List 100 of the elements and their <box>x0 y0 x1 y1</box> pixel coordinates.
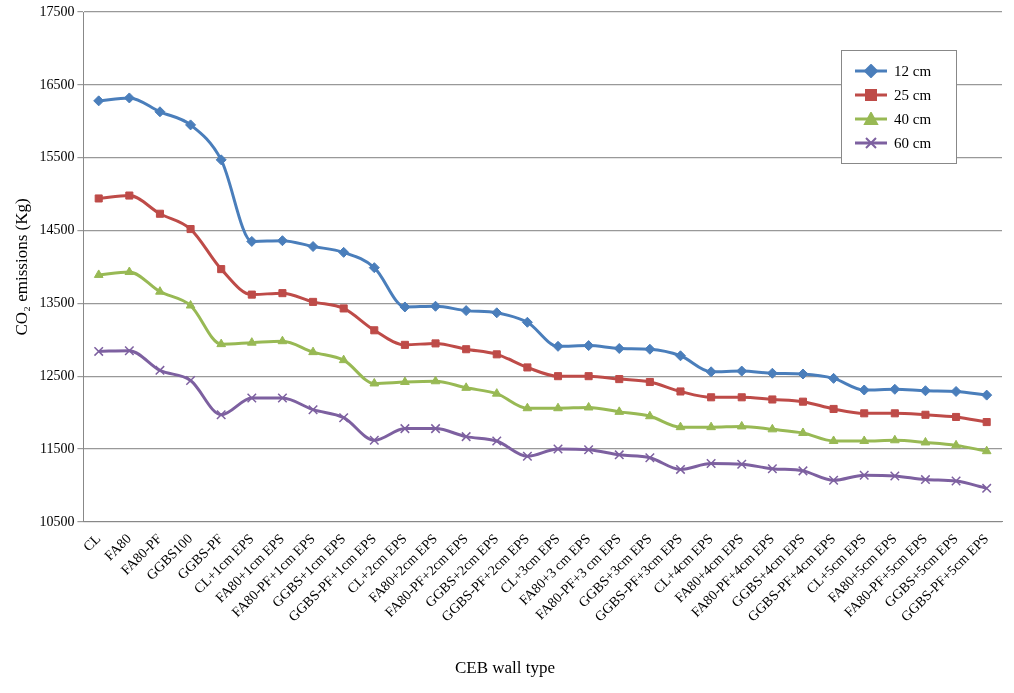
point <box>767 423 778 433</box>
point <box>460 305 472 317</box>
point <box>522 402 533 412</box>
point <box>491 388 502 397</box>
point <box>706 421 716 431</box>
legend-label: 40 cm <box>894 110 932 128</box>
point <box>798 427 808 436</box>
point <box>859 470 870 481</box>
point <box>645 410 655 420</box>
y-tick-label: 12500 <box>39 367 75 383</box>
point <box>613 343 625 354</box>
point <box>615 375 624 384</box>
point <box>797 465 808 476</box>
point <box>338 412 349 423</box>
point <box>645 377 654 387</box>
point <box>981 483 992 494</box>
point <box>186 225 195 234</box>
point <box>430 375 441 385</box>
point <box>155 209 164 218</box>
point <box>491 436 502 446</box>
point <box>246 235 258 247</box>
legend-label: 25 cm <box>894 86 932 104</box>
point <box>583 402 594 411</box>
point <box>705 366 717 378</box>
point <box>339 304 348 313</box>
point <box>860 409 869 418</box>
point <box>553 372 563 381</box>
point <box>644 343 656 355</box>
point <box>889 470 900 481</box>
point <box>890 434 900 444</box>
point <box>583 444 594 455</box>
point <box>828 435 839 444</box>
point <box>369 435 380 446</box>
point <box>338 246 350 258</box>
point <box>523 363 532 372</box>
point <box>124 345 135 356</box>
x-axis-title: CEB wall type <box>454 658 556 678</box>
point <box>828 475 839 486</box>
point <box>369 377 380 387</box>
point <box>277 393 288 404</box>
y-tick-label: 16500 <box>39 76 75 92</box>
point <box>277 335 288 345</box>
point <box>981 445 992 455</box>
point <box>584 372 593 381</box>
point <box>951 439 961 449</box>
point <box>952 412 961 421</box>
point <box>767 463 778 474</box>
point <box>370 326 379 335</box>
point <box>674 350 686 362</box>
point <box>706 458 717 469</box>
point <box>462 345 471 354</box>
point <box>461 431 472 442</box>
point <box>553 444 563 454</box>
point <box>247 290 256 299</box>
point <box>614 406 625 415</box>
point <box>950 385 962 397</box>
point <box>431 339 440 348</box>
point <box>553 402 563 412</box>
point <box>890 409 899 418</box>
point <box>94 194 103 203</box>
y-tick-label: 11500 <box>39 440 75 456</box>
point <box>308 346 318 356</box>
point <box>125 191 134 200</box>
point <box>216 338 227 348</box>
point <box>982 418 991 427</box>
point <box>981 389 993 401</box>
point <box>155 286 165 295</box>
point <box>246 393 257 404</box>
y-tick-label: 15500 <box>39 149 75 165</box>
point <box>185 300 196 309</box>
legend-label: 60 cm <box>894 134 932 152</box>
point <box>217 265 226 274</box>
point <box>859 435 870 444</box>
y-tick-label: 10500 <box>39 513 75 529</box>
y-tick-label: 17500 <box>39 3 75 19</box>
point <box>216 409 227 420</box>
point <box>768 395 777 404</box>
y-tick-label: 14500 <box>39 222 75 238</box>
point <box>400 376 410 385</box>
point <box>309 297 318 306</box>
point <box>93 269 104 278</box>
point <box>951 476 962 487</box>
point <box>154 106 166 118</box>
point <box>307 241 319 253</box>
point <box>399 423 410 434</box>
point <box>491 307 503 319</box>
y-tick-label: 13500 <box>39 295 75 311</box>
point <box>215 154 227 166</box>
point <box>338 354 349 364</box>
point <box>737 393 746 402</box>
point <box>798 397 808 406</box>
point <box>644 452 655 463</box>
point <box>736 420 747 430</box>
x-tick-label: CL <box>80 530 104 555</box>
point <box>430 423 441 434</box>
point <box>707 393 716 402</box>
point <box>93 346 104 357</box>
point <box>858 384 870 396</box>
point <box>552 340 564 352</box>
point <box>246 337 257 346</box>
